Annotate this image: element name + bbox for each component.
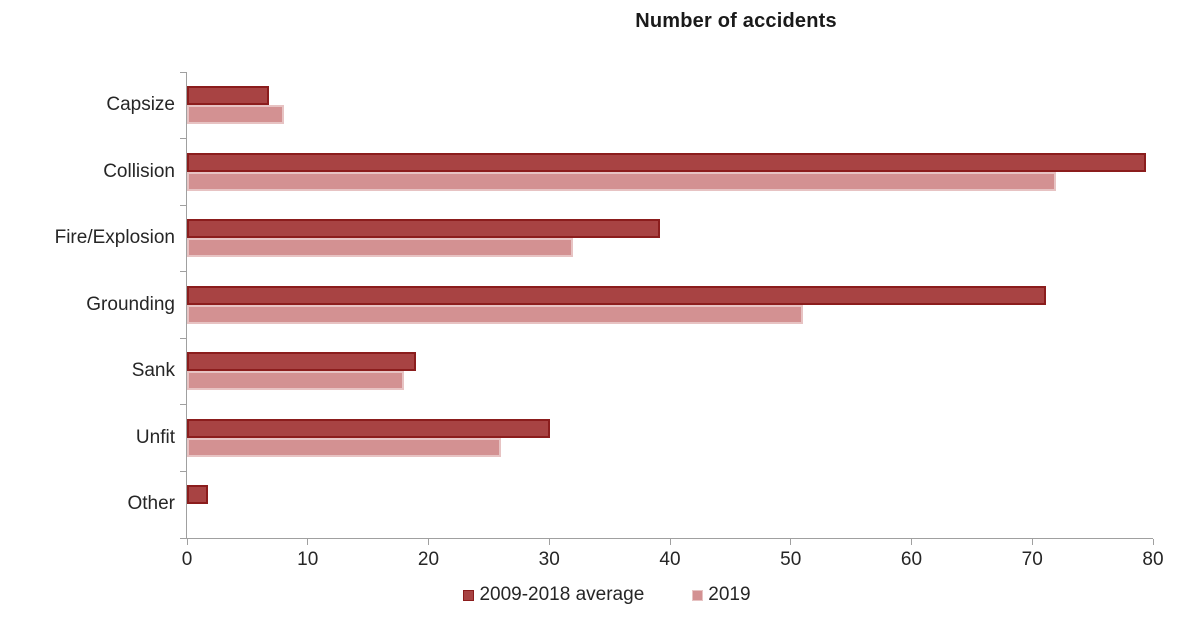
category-label: Grounding [86,293,175,315]
legend-swatch-icon [692,589,704,601]
plot-area: Capsize Collision Fire/Explosion Grounding S… [55,71,1164,570]
x-axis-tick [548,539,550,545]
x-axis-tick [1152,539,1154,545]
x-tick-label: 30 [538,549,560,570]
x-tick-label: 10 [297,549,319,570]
y-axis-tick [180,138,187,140]
y-axis-tick [180,404,187,406]
x-axis-tick [428,539,429,545]
x-axis-tick [911,539,912,545]
x-tick-label: 20 [417,549,440,570]
legend-label: 2019 [708,584,751,605]
bar-2009-2018-average [187,86,270,105]
bar-2009-2018-average [187,285,1046,305]
x-tick-label: 60 [900,549,923,570]
y-axis-tick [180,337,187,339]
bar-2009-2018-average [187,152,1146,172]
category-label: Capsize [106,94,175,115]
y-axis-tick [180,271,187,273]
legend-label: 2009-2018 average [479,584,645,605]
bar-2019 [187,304,803,324]
x-axis-tick [186,539,188,545]
category-label: Collision [103,160,175,182]
x-axis-tick [307,539,309,545]
y-axis-tick [180,71,187,73]
bar-2019 [187,171,1057,191]
bar-2019 [187,371,405,391]
y-axis-tick [180,204,187,206]
bar-2019 [187,437,501,457]
category-label: Fire/Explosion [54,227,175,249]
y-axis-tick [180,470,187,472]
legend-item: 2019 [692,584,751,606]
category-label: Other [127,493,175,515]
bar-2019 [187,105,284,124]
x-tick-label: 70 [1021,549,1043,570]
x-axis-line [186,538,1153,539]
bar-2009-2018-average [187,352,417,372]
legend: 2009-2018 average 2019 [0,584,1200,606]
x-tick-label: 0 [181,549,193,570]
y-axis-tick [180,537,187,539]
x-axis-tick [669,539,671,545]
bar-2009-2018-average [187,418,551,438]
x-axis-tick [1031,539,1033,545]
x-tick-label: 80 [1142,549,1164,570]
chart-title: Number of accidents [635,10,837,32]
bar-2019 [187,238,574,258]
x-tick-label: 40 [659,549,681,570]
category-label: Sank [131,360,175,382]
bar-2009-2018-average [187,219,661,239]
category-label: Unfit [135,426,175,448]
legend-item: 2009-2018 average [463,584,644,606]
x-tick-label: 50 [780,549,802,570]
bar-2009-2018-average [187,485,208,505]
legend-swatch-icon [463,589,475,601]
y-axis-line [186,72,187,538]
x-axis-tick [790,539,792,545]
